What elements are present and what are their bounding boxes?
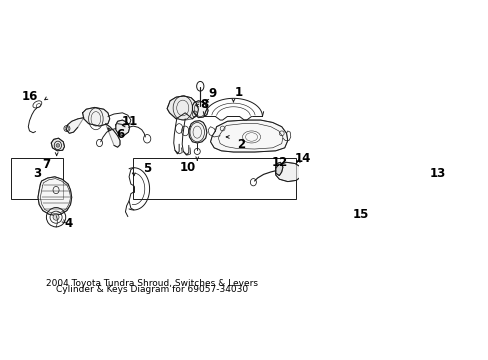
Polygon shape bbox=[105, 124, 120, 147]
Text: 2004 Toyota Tundra Shroud, Switches & Levers: 2004 Toyota Tundra Shroud, Switches & Le… bbox=[45, 279, 257, 288]
Polygon shape bbox=[422, 173, 433, 180]
Polygon shape bbox=[379, 166, 407, 186]
Text: 1: 1 bbox=[234, 86, 242, 99]
Polygon shape bbox=[66, 118, 83, 133]
Text: 11: 11 bbox=[122, 115, 138, 128]
Text: 7: 7 bbox=[42, 158, 50, 171]
Polygon shape bbox=[275, 162, 303, 181]
Text: 16: 16 bbox=[21, 90, 38, 103]
Polygon shape bbox=[51, 138, 64, 151]
Bar bbox=[11, 158, 62, 199]
Polygon shape bbox=[167, 96, 198, 120]
Text: 4: 4 bbox=[64, 217, 73, 230]
Ellipse shape bbox=[56, 144, 60, 147]
Text: 8: 8 bbox=[200, 98, 208, 111]
Text: 2: 2 bbox=[237, 138, 245, 151]
Text: 6: 6 bbox=[116, 128, 124, 141]
Bar bbox=[132, 158, 295, 199]
Polygon shape bbox=[188, 121, 206, 143]
Text: 3: 3 bbox=[33, 167, 41, 180]
Polygon shape bbox=[317, 161, 355, 194]
Ellipse shape bbox=[53, 214, 59, 220]
Text: 10: 10 bbox=[180, 161, 196, 174]
Text: 9: 9 bbox=[208, 87, 216, 100]
Polygon shape bbox=[116, 120, 129, 136]
Text: Cylinder & Keys Diagram for 69057-34030: Cylinder & Keys Diagram for 69057-34030 bbox=[56, 285, 247, 294]
Text: 15: 15 bbox=[352, 208, 368, 221]
Polygon shape bbox=[38, 177, 72, 215]
Polygon shape bbox=[210, 120, 287, 152]
Text: 12: 12 bbox=[271, 156, 287, 170]
Text: 13: 13 bbox=[428, 167, 445, 180]
Polygon shape bbox=[192, 101, 208, 118]
Polygon shape bbox=[82, 107, 109, 126]
Text: 14: 14 bbox=[294, 152, 310, 165]
Polygon shape bbox=[275, 162, 283, 176]
Text: 5: 5 bbox=[143, 162, 151, 175]
